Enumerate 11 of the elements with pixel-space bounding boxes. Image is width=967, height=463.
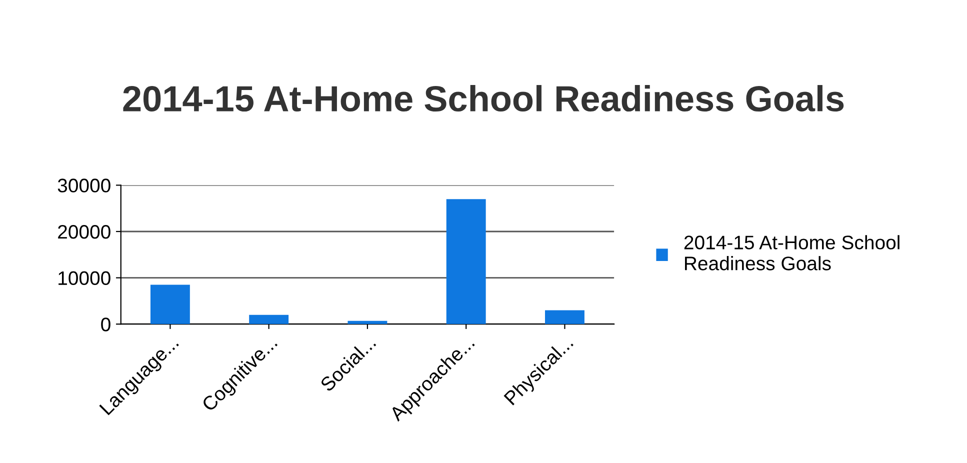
bar xyxy=(446,199,486,324)
y-tick-label: 20000 xyxy=(58,224,110,239)
y-tick-label: 10000 xyxy=(58,271,110,286)
y-tick-label: 0 xyxy=(101,318,110,332)
chart-title: 2014-15 At-Home School Readiness Goals xyxy=(123,85,844,112)
legend-label: 2014-15 At-Home School Readiness Goals xyxy=(684,235,900,270)
y-tick-label: 30000 xyxy=(58,178,110,192)
bar xyxy=(249,314,289,324)
bar xyxy=(348,320,388,324)
bar xyxy=(150,284,190,324)
bar xyxy=(545,310,584,324)
